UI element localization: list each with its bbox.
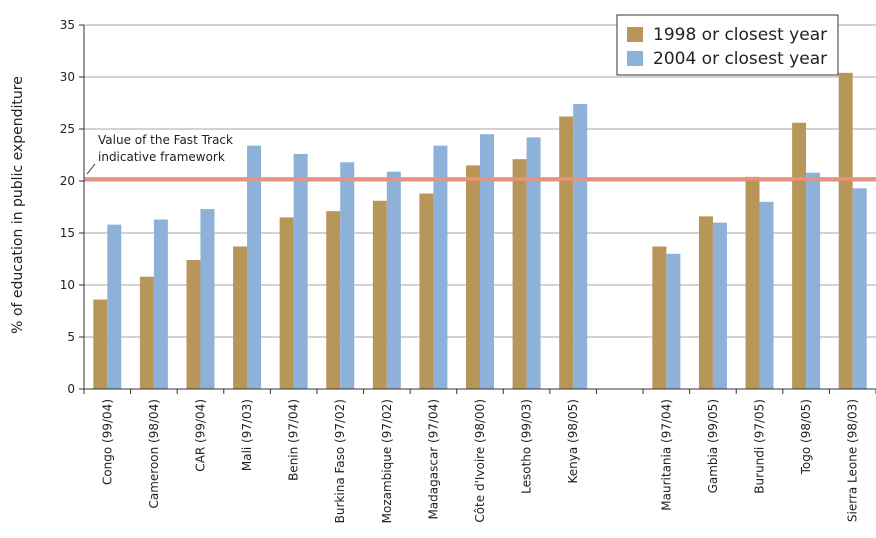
x-axis-ticks: Congo (99/04) Cameroon (98/04) CAR (99/04)… <box>83 389 876 523</box>
legend: 1998 or closest year 2004 or closest year <box>616 14 839 76</box>
x-tick-label: Benin (97/04) <box>287 399 301 481</box>
legend-label: 1998 or closest year <box>653 25 827 45</box>
x-tick-label: Togo (98/05) <box>799 399 813 475</box>
bar-series1 <box>838 72 853 389</box>
legend-box <box>616 14 839 76</box>
x-tick-label: Burundi (97/05) <box>753 399 767 494</box>
legend-label: 2004 or closest year <box>653 49 827 69</box>
y-tick-label: 20 <box>60 174 75 188</box>
bar-series1 <box>559 116 574 390</box>
reference-line-group: Value of the Fast Track indicative framew… <box>84 133 876 181</box>
bar-series2 <box>153 219 168 389</box>
bar-series2 <box>573 104 588 389</box>
bar-series2 <box>712 222 727 389</box>
bar-series1 <box>279 217 294 389</box>
axes <box>83 25 876 390</box>
x-tick-label: Lesotho (99/03) <box>520 399 534 494</box>
x-tick-label: Burkina Faso (97/02) <box>333 399 347 523</box>
bars <box>93 72 867 390</box>
bar-series1 <box>93 299 108 389</box>
y-tick-label: 25 <box>60 122 75 136</box>
bar-series2 <box>666 253 681 389</box>
reference-line-label-2: indicative framework <box>98 150 225 164</box>
x-tick-label: Sierra Leone (98/03) <box>846 399 860 522</box>
bar-series1 <box>186 260 201 389</box>
bar-series2 <box>107 224 122 389</box>
x-tick-label: CAR (99/04) <box>193 399 207 472</box>
y-axis-label: % of education in public expenditure <box>10 76 26 334</box>
x-tick-label: Cameroon (98/04) <box>147 399 161 509</box>
x-tick-label: Mozambique (97/02) <box>380 399 394 523</box>
y-tick-label: 5 <box>67 330 75 344</box>
bar-series2 <box>247 145 262 389</box>
bar-series1 <box>419 193 434 389</box>
bar-series2 <box>200 209 215 389</box>
x-tick-label: Kenya (98/05) <box>566 399 580 483</box>
y-tick-label: 0 <box>67 382 75 396</box>
y-tick-label: 10 <box>60 278 75 292</box>
x-tick-label: Madagascar (97/04) <box>426 399 440 520</box>
bar-series2 <box>480 134 494 389</box>
y-tick-label: 15 <box>60 226 75 240</box>
x-tick-label: Mali (97/03) <box>240 399 254 471</box>
y-tick-label: 35 <box>60 18 75 32</box>
bar-series1 <box>652 246 667 389</box>
reference-line-pointer <box>86 163 96 175</box>
bar-series2 <box>806 172 821 389</box>
x-tick-label: Congo (99/04) <box>100 399 114 485</box>
reference-line-label-1: Value of the Fast Track <box>98 133 233 147</box>
bar-series1 <box>372 200 387 389</box>
bar-series1 <box>466 165 480 389</box>
x-tick-label: Mauritania (97/04) <box>659 399 673 511</box>
legend-swatch <box>627 51 643 66</box>
bar-series2 <box>526 137 541 389</box>
bar-series2 <box>852 188 867 389</box>
bar-series1 <box>792 122 807 389</box>
bar-series2 <box>433 145 448 389</box>
legend-swatch <box>627 27 643 42</box>
bar-series2 <box>293 153 308 389</box>
bar-series1 <box>745 176 760 389</box>
bar-series1 <box>139 276 154 389</box>
bar-series1 <box>512 159 527 389</box>
bar-series2 <box>759 201 774 389</box>
bar-series1 <box>698 216 713 389</box>
x-tick-label: Côte d'Ivoire (98/00) <box>473 399 487 523</box>
y-axis-ticks: 0 5 10 15 20 25 30 35 <box>60 18 84 396</box>
bar-series2 <box>386 171 401 389</box>
x-tick-label: Gambia (99/05) <box>706 399 720 493</box>
bar-series1 <box>233 246 248 389</box>
y-tick-label: 30 <box>60 70 75 84</box>
bar-series1 <box>326 211 341 389</box>
bar-series2 <box>340 162 355 389</box>
